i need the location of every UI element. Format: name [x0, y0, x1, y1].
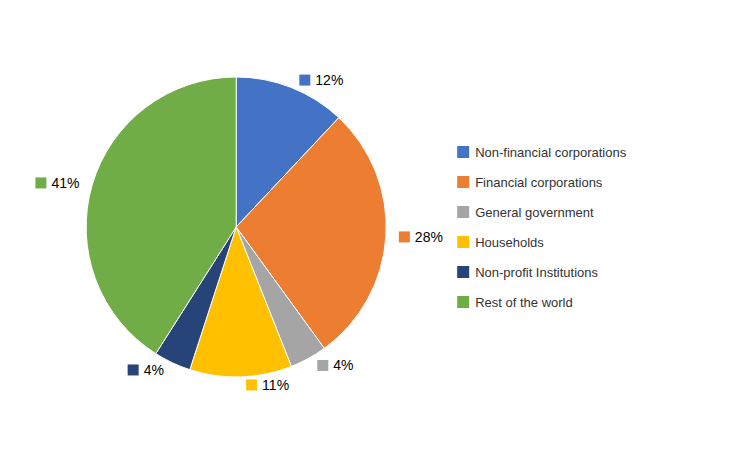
svg-text:Financial corporations: Financial corporations — [475, 175, 603, 190]
svg-text:General government: General government — [475, 205, 594, 220]
svg-text:41%: 41% — [51, 175, 79, 191]
svg-text:Rest of the world: Rest of the world — [475, 295, 573, 310]
svg-text:11%: 11% — [262, 377, 289, 393]
svg-text:Households: Households — [475, 235, 544, 250]
svg-text:28%: 28% — [415, 229, 443, 245]
svg-text:4%: 4% — [144, 362, 164, 378]
svg-text:Non-profit Institutions: Non-profit Institutions — [475, 265, 598, 280]
svg-text:4%: 4% — [333, 357, 353, 373]
svg-text:Non-financial corporations: Non-financial corporations — [475, 145, 627, 160]
svg-text:12%: 12% — [315, 72, 343, 88]
